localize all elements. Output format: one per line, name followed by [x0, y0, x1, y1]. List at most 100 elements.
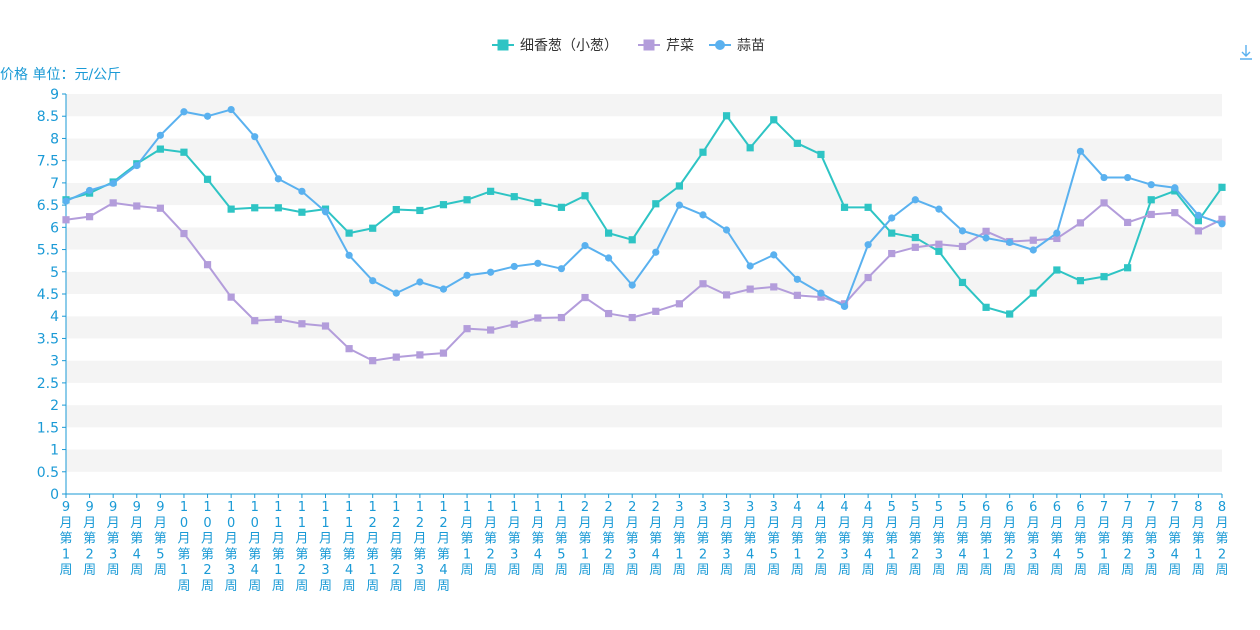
- data-point[interactable]: [369, 277, 377, 285]
- data-point[interactable]: [746, 285, 754, 293]
- data-point[interactable]: [392, 289, 400, 297]
- data-point[interactable]: [463, 325, 471, 333]
- data-point[interactable]: [510, 320, 518, 328]
- data-point[interactable]: [817, 293, 825, 301]
- data-point[interactable]: [958, 278, 967, 287]
- data-point[interactable]: [770, 283, 778, 291]
- data-point[interactable]: [345, 345, 353, 353]
- data-point[interactable]: [675, 182, 683, 190]
- data-point[interactable]: [180, 148, 188, 156]
- data-point[interactable]: [581, 192, 589, 200]
- data-point[interactable]: [605, 309, 613, 318]
- legend-item[interactable]: 细香葱（小葱）: [492, 38, 618, 54]
- data-point[interactable]: [62, 216, 70, 224]
- data-point[interactable]: [203, 175, 212, 183]
- data-point[interactable]: [463, 271, 471, 279]
- data-point[interactable]: [557, 203, 566, 211]
- data-point[interactable]: [675, 300, 683, 308]
- data-point[interactable]: [911, 233, 919, 242]
- data-point[interactable]: [770, 116, 778, 124]
- data-point[interactable]: [85, 186, 94, 195]
- data-point[interactable]: [935, 247, 943, 255]
- data-point[interactable]: [439, 285, 448, 293]
- data-point[interactable]: [935, 205, 943, 213]
- data-point[interactable]: [1029, 246, 1037, 254]
- data-point[interactable]: [392, 353, 400, 361]
- data-point[interactable]: [628, 236, 636, 244]
- data-point[interactable]: [1194, 211, 1203, 219]
- legend[interactable]: 细香葱（小葱） 芹菜 蒜苗: [492, 38, 765, 54]
- data-point[interactable]: [1076, 277, 1085, 285]
- data-point[interactable]: [534, 314, 542, 322]
- data-point[interactable]: [746, 262, 754, 270]
- data-point[interactable]: [1124, 173, 1132, 182]
- data-point[interactable]: [557, 265, 566, 273]
- data-point[interactable]: [85, 213, 94, 221]
- data-point[interactable]: [746, 144, 754, 152]
- data-point[interactable]: [109, 199, 117, 207]
- data-point[interactable]: [1124, 264, 1132, 272]
- data-point[interactable]: [1029, 289, 1037, 297]
- data-point[interactable]: [1171, 184, 1179, 192]
- data-point[interactable]: [864, 273, 872, 282]
- data-point[interactable]: [510, 193, 518, 201]
- data-point[interactable]: [203, 261, 212, 269]
- data-point[interactable]: [298, 320, 306, 328]
- data-point[interactable]: [793, 139, 801, 147]
- data-point[interactable]: [487, 187, 495, 195]
- data-point[interactable]: [180, 108, 188, 116]
- data-point[interactable]: [156, 145, 164, 153]
- data-point[interactable]: [817, 150, 825, 159]
- data-point[interactable]: [1147, 196, 1155, 204]
- data-point[interactable]: [793, 275, 801, 283]
- data-point[interactable]: [1194, 227, 1203, 235]
- data-point[interactable]: [982, 303, 990, 311]
- download-icon[interactable]: [1240, 45, 1252, 60]
- data-point[interactable]: [109, 179, 117, 187]
- data-point[interactable]: [416, 278, 424, 286]
- data-point[interactable]: [557, 313, 566, 322]
- data-point[interactable]: [1053, 234, 1061, 243]
- data-point[interactable]: [180, 229, 188, 238]
- data-point[interactable]: [605, 229, 613, 237]
- data-point[interactable]: [982, 227, 990, 235]
- data-point[interactable]: [1124, 218, 1132, 227]
- data-point[interactable]: [722, 291, 731, 299]
- data-point[interactable]: [1006, 238, 1014, 247]
- data-point[interactable]: [251, 133, 259, 141]
- data-point[interactable]: [1218, 215, 1226, 223]
- data-point[interactable]: [345, 229, 353, 237]
- data-point[interactable]: [888, 249, 896, 258]
- data-point[interactable]: [62, 197, 70, 205]
- data-point[interactable]: [1100, 173, 1108, 182]
- data-point[interactable]: [439, 349, 448, 357]
- data-point[interactable]: [581, 293, 589, 302]
- legend-item[interactable]: 芹菜: [638, 38, 694, 54]
- data-point[interactable]: [534, 198, 542, 207]
- legend-item[interactable]: 蒜苗: [709, 38, 765, 54]
- data-point[interactable]: [487, 268, 495, 276]
- data-point[interactable]: [298, 187, 306, 195]
- data-point[interactable]: [1053, 229, 1061, 237]
- data-point[interactable]: [911, 243, 919, 251]
- data-point[interactable]: [463, 196, 471, 204]
- data-point[interactable]: [605, 254, 613, 262]
- data-point[interactable]: [416, 206, 424, 215]
- data-point[interactable]: [982, 234, 990, 242]
- data-point[interactable]: [392, 205, 400, 214]
- data-point[interactable]: [1029, 236, 1037, 244]
- data-point[interactable]: [1076, 219, 1085, 227]
- data-point[interactable]: [1147, 181, 1155, 189]
- data-point[interactable]: [699, 280, 707, 288]
- data-point[interactable]: [864, 241, 872, 249]
- data-point[interactable]: [628, 313, 636, 322]
- data-point[interactable]: [227, 205, 235, 213]
- data-point[interactable]: [864, 203, 872, 211]
- data-point[interactable]: [156, 131, 164, 139]
- data-point[interactable]: [369, 357, 377, 365]
- data-point[interactable]: [652, 200, 660, 208]
- data-point[interactable]: [133, 161, 141, 170]
- data-point[interactable]: [628, 281, 636, 289]
- data-point[interactable]: [274, 204, 282, 212]
- data-point[interactable]: [1076, 147, 1085, 155]
